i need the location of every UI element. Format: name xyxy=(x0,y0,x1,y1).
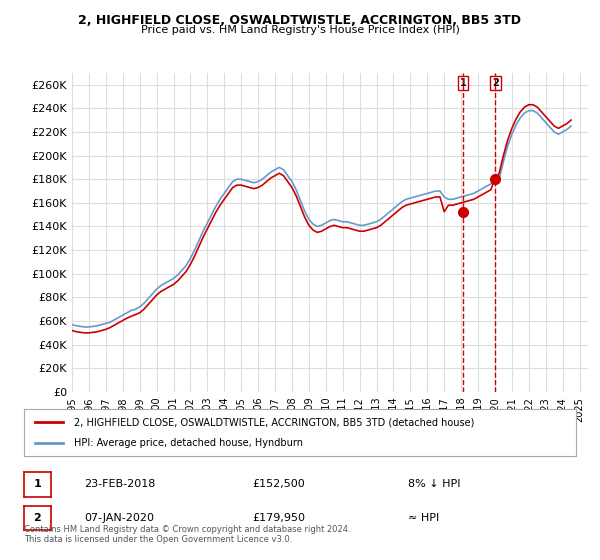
Text: 23-FEB-2018: 23-FEB-2018 xyxy=(84,479,155,489)
Text: 8% ↓ HPI: 8% ↓ HPI xyxy=(408,479,461,489)
Text: 2: 2 xyxy=(492,78,499,87)
Text: ≈ HPI: ≈ HPI xyxy=(408,513,439,523)
Text: 07-JAN-2020: 07-JAN-2020 xyxy=(84,513,154,523)
Text: Contains HM Land Registry data © Crown copyright and database right 2024.
This d: Contains HM Land Registry data © Crown c… xyxy=(24,525,350,544)
Text: £152,500: £152,500 xyxy=(252,479,305,489)
Text: 1: 1 xyxy=(34,479,41,489)
Text: Price paid vs. HM Land Registry's House Price Index (HPI): Price paid vs. HM Land Registry's House … xyxy=(140,25,460,35)
Text: 2: 2 xyxy=(34,513,41,523)
Text: 2, HIGHFIELD CLOSE, OSWALDTWISTLE, ACCRINGTON, BB5 3TD: 2, HIGHFIELD CLOSE, OSWALDTWISTLE, ACCRI… xyxy=(79,14,521,27)
Text: 1: 1 xyxy=(460,78,467,87)
Text: 2, HIGHFIELD CLOSE, OSWALDTWISTLE, ACCRINGTON, BB5 3TD (detached house): 2, HIGHFIELD CLOSE, OSWALDTWISTLE, ACCRI… xyxy=(74,417,474,427)
Text: £179,950: £179,950 xyxy=(252,513,305,523)
Text: HPI: Average price, detached house, Hyndburn: HPI: Average price, detached house, Hynd… xyxy=(74,438,302,448)
